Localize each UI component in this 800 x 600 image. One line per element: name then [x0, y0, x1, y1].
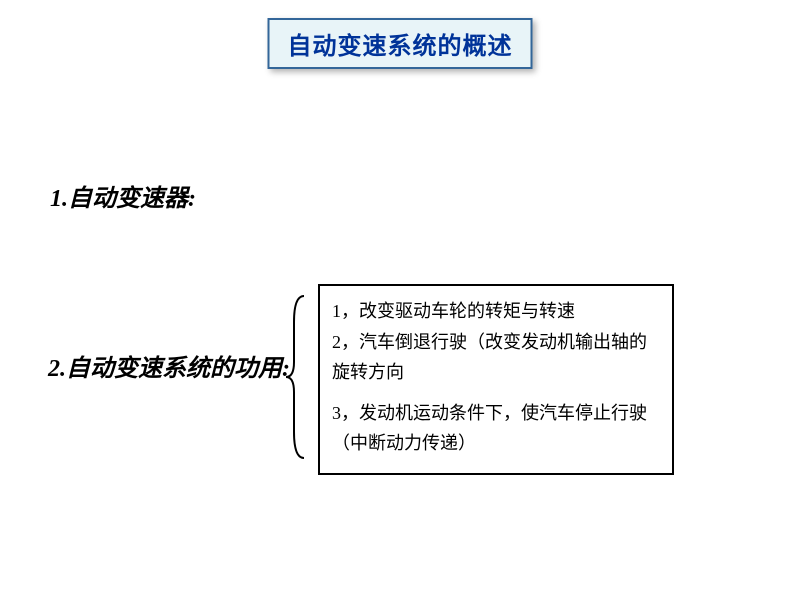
- function-item-3: 3，发动机运动条件下，使汽车停止行驶（中断动力传递）: [332, 398, 660, 459]
- function-item-2: 2，汽车倒退行驶（改变发动机输出轴的旋转方向: [332, 327, 660, 388]
- functions-box: 1，改变驱动车轮的转矩与转速 2，汽车倒退行驶（改变发动机输出轴的旋转方向 3，…: [318, 284, 674, 475]
- heading-2: 2.自动变速系统的功用:: [48, 348, 290, 383]
- left-brace-icon: [282, 292, 310, 462]
- title-box: 自动变速系统的概述: [268, 18, 533, 69]
- function-item-1: 1，改变驱动车轮的转矩与转速: [332, 296, 660, 327]
- heading-1: 1.自动变速器:: [50, 178, 196, 213]
- page-title: 自动变速系统的概述: [288, 34, 513, 60]
